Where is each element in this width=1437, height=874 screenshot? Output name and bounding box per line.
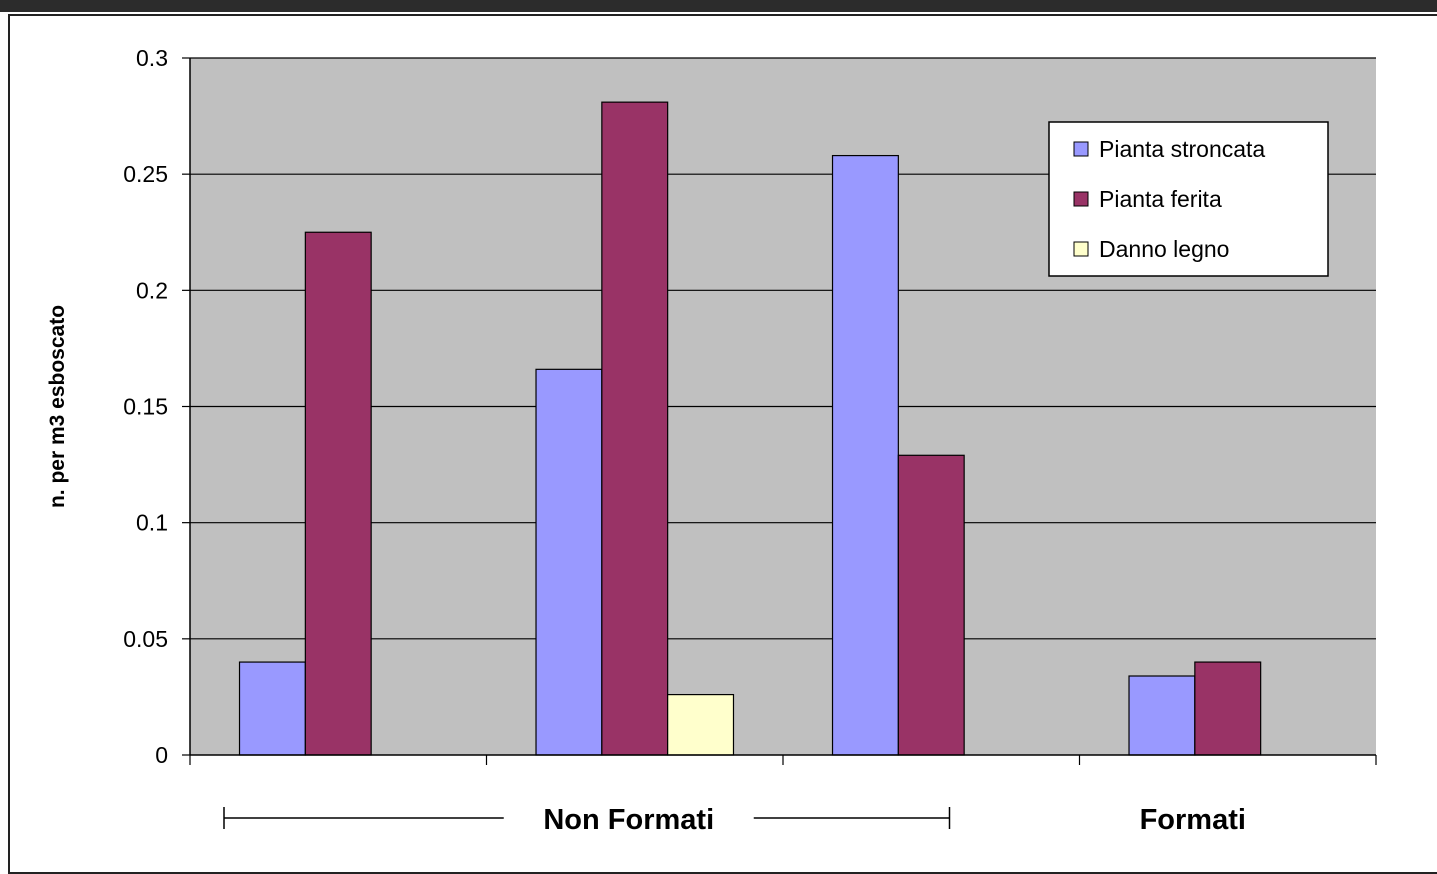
y-tick-label: 0.15 <box>123 394 168 420</box>
group-labels: Non Formati Formati <box>223 804 1246 836</box>
y-tick-labels: 0 0.05 0.1 0.15 0.2 0.25 0.3 <box>123 45 168 768</box>
bar <box>304 231 372 756</box>
bar <box>601 101 669 756</box>
y-tick-label: 0.05 <box>123 626 168 652</box>
gridlines <box>190 57 1376 640</box>
group-label: Formati <box>1140 804 1246 836</box>
legend: Pianta stroncata Pianta ferita Danno legno <box>1048 121 1329 277</box>
y-axis-label: n. per m3 esboscato <box>46 305 69 508</box>
bars <box>238 101 1262 756</box>
legend-swatch <box>1073 241 1089 257</box>
axes <box>182 57 1377 765</box>
bar <box>897 454 965 756</box>
bar <box>667 693 735 756</box>
bar <box>238 661 306 756</box>
y-tick-label: 0.2 <box>136 277 168 303</box>
legend-swatch <box>1073 141 1089 157</box>
y-tick-label: 0.1 <box>136 510 168 536</box>
bar <box>1128 675 1196 756</box>
y-tick-label: 0.3 <box>136 45 168 71</box>
legend-label: Danno legno <box>1099 236 1229 262</box>
top-dark-band <box>0 0 1437 12</box>
bar <box>831 154 899 756</box>
bar <box>535 368 603 756</box>
y-tick-label: 0.25 <box>123 161 168 187</box>
legend-label: Pianta stroncata <box>1099 136 1265 162</box>
bar <box>1194 661 1262 756</box>
group-label: Non Formati <box>543 804 714 836</box>
legend-label: Pianta ferita <box>1099 186 1222 212</box>
y-tick-label: 0 <box>155 742 168 768</box>
legend-swatch <box>1073 191 1089 207</box>
legend-box <box>1048 121 1329 277</box>
